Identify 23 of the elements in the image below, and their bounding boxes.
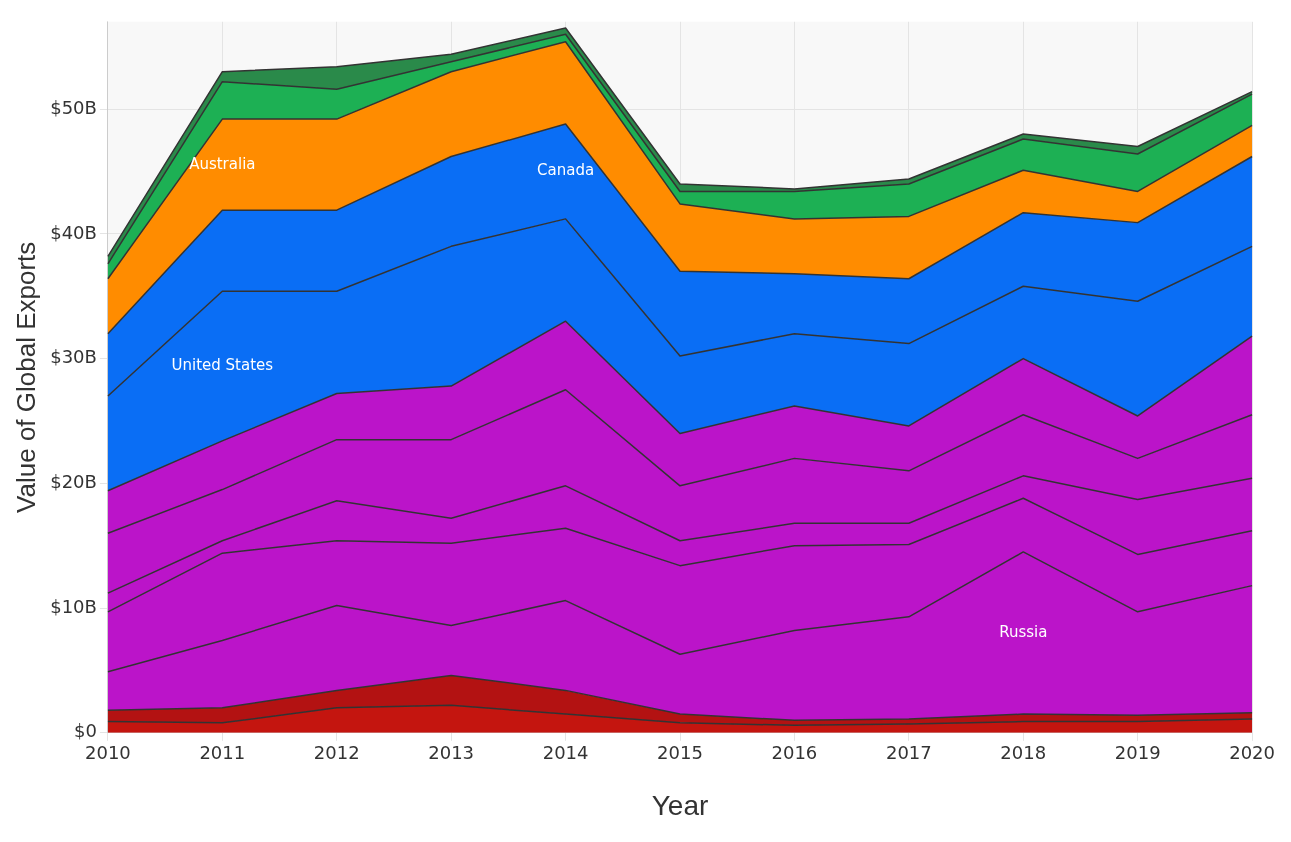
- y-tick-label: $30B: [50, 346, 97, 368]
- x-tick-label: 2020: [1229, 742, 1275, 764]
- y-tick-label: $40B: [50, 221, 97, 243]
- y-tick-label: $10B: [50, 595, 97, 617]
- x-tick-label: 2013: [428, 742, 475, 764]
- y-tick-label: $50B: [50, 96, 97, 118]
- series-label: United States: [171, 355, 274, 374]
- x-tick-label: 2010: [85, 742, 131, 764]
- x-tick-label: 2018: [1000, 742, 1047, 764]
- series-label: Russia: [999, 622, 1048, 641]
- x-tick-label: 2017: [885, 742, 932, 764]
- x-tick-label: 2011: [199, 742, 246, 764]
- series-label: Canada: [537, 161, 595, 180]
- y-axis-title: Value of Global Exports: [10, 241, 41, 513]
- series-label: Australia: [189, 154, 256, 173]
- x-tick-label: 2019: [1114, 742, 1161, 764]
- y-tick-label: $0: [74, 720, 97, 742]
- x-tick-label: 2016: [771, 742, 818, 764]
- y-tick-label: $20B: [50, 471, 97, 492]
- x-tick-label: 2012: [313, 742, 360, 764]
- x-tick-label: 2015: [657, 742, 703, 764]
- x-axis-title: Year: [651, 789, 709, 821]
- x-tick-label: 2014: [542, 742, 589, 764]
